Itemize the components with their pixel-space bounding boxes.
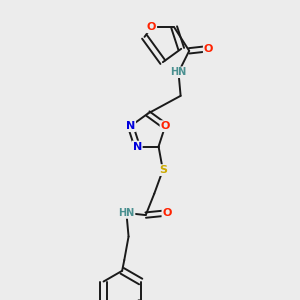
Text: S: S [159,165,167,175]
Text: O: O [204,44,213,54]
Text: HN: HN [118,208,134,218]
Text: N: N [126,121,135,131]
Text: O: O [147,22,156,32]
Text: HN: HN [170,67,187,77]
Text: O: O [160,121,170,131]
Text: O: O [162,208,172,218]
Text: N: N [133,142,142,152]
